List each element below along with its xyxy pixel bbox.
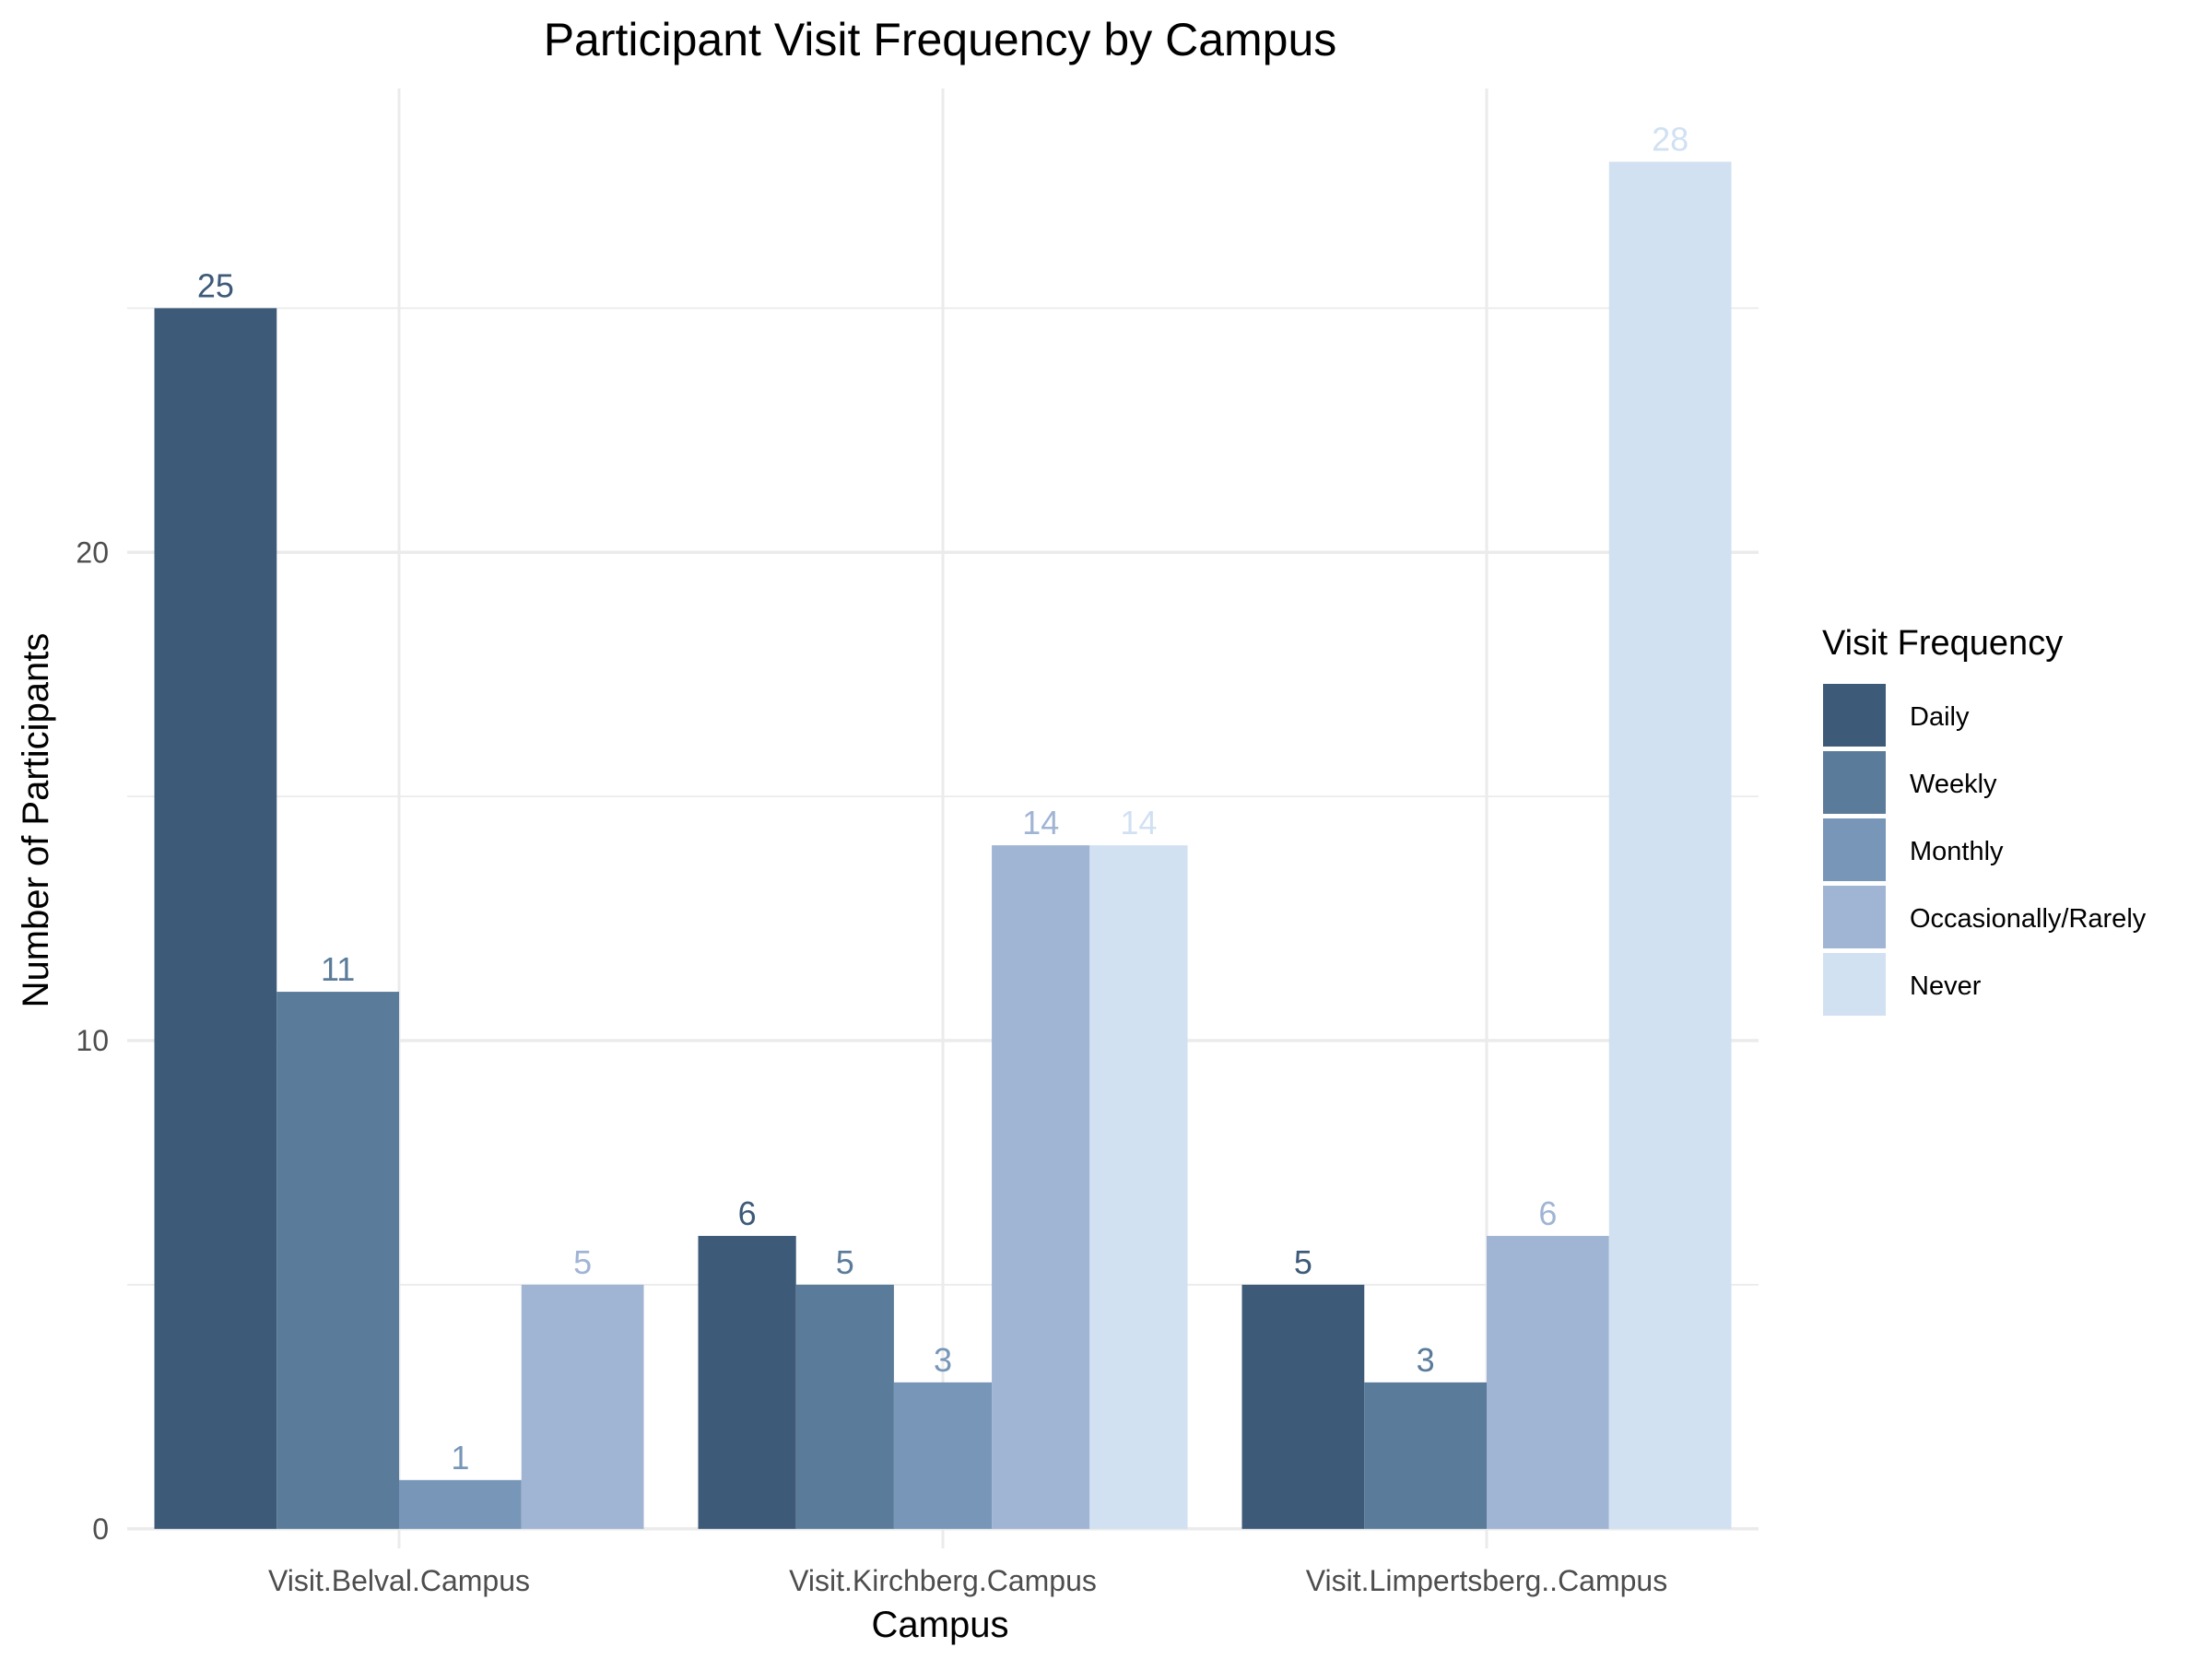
bar-value-label: 11 (321, 950, 355, 988)
legend-label: Occasionally/Rarely (1910, 904, 2147, 934)
bar (1487, 1235, 1609, 1529)
legend-key (1823, 684, 1886, 747)
legend: Visit Frequency Daily Weekly Monthly Occasi… (1822, 624, 2147, 1016)
bar (1089, 845, 1188, 1529)
bar-value-label: 14 (1022, 804, 1059, 841)
legend-label: Weekly (1910, 770, 1997, 799)
bar (893, 1382, 993, 1529)
bar-value-label: 5 (836, 1243, 854, 1281)
bar-value-label: 14 (1120, 804, 1157, 841)
legend-key (1823, 818, 1886, 881)
legend-items: Daily Weekly Monthly Occasionally/Rarely Nev… (1823, 684, 2147, 1016)
bar-value-label: 5 (1294, 1243, 1312, 1281)
bar (1608, 161, 1732, 1529)
bar-value-label: 25 (197, 266, 234, 304)
bar-value-label: 5 (573, 1243, 592, 1281)
x-axis-title: Campus (872, 1605, 1009, 1645)
x-tick-label: Visit.Limpertsberg..Campus (1306, 1564, 1667, 1597)
bar-value-label: 28 (1652, 120, 1688, 158)
bar-value-label: 3 (1417, 1341, 1435, 1379)
y-tick-label: 10 (76, 1024, 109, 1057)
bar-value-label: 6 (1538, 1194, 1557, 1232)
x-axis-ticks: Visit.Belval.Campus Visit.Kirchberg.Campu… (268, 1564, 1667, 1597)
legend-label: Monthly (1910, 837, 2004, 866)
legend-key (1823, 953, 1886, 1016)
bar (154, 308, 277, 1529)
y-axis-ticks: 0 10 20 (76, 535, 109, 1546)
legend-label: Daily (1910, 702, 1970, 732)
bar (1241, 1284, 1365, 1529)
bar-value-label: 1 (451, 1439, 469, 1477)
y-tick-label: 0 (92, 1512, 109, 1546)
legend-key (1823, 751, 1886, 814)
y-tick-label: 20 (76, 535, 109, 569)
bar-value-label: 6 (738, 1194, 757, 1232)
bar (992, 845, 1090, 1529)
bar (521, 1284, 644, 1529)
x-tick-label: Visit.Kirchberg.Campus (789, 1564, 1097, 1597)
chart-title: Participant Visit Frequency by Campus (544, 14, 1337, 65)
bar (795, 1284, 894, 1529)
bar (698, 1235, 796, 1529)
bar (1364, 1382, 1487, 1529)
bar (276, 992, 399, 1529)
y-axis-title: Number of Participants (16, 633, 56, 1008)
x-tick-label: Visit.Belval.Campus (268, 1564, 530, 1597)
legend-label: Never (1910, 971, 1982, 1001)
legend-title: Visit Frequency (1822, 624, 2063, 663)
bars (154, 161, 1732, 1529)
bar (399, 1479, 522, 1529)
bar-value-label: 3 (934, 1341, 952, 1379)
legend-key (1823, 886, 1886, 948)
